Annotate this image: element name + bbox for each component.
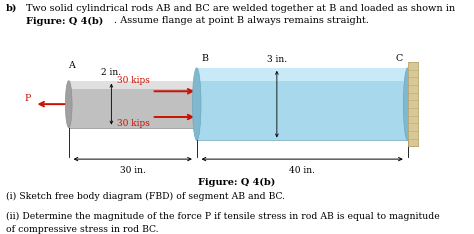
- Text: B: B: [201, 54, 209, 63]
- Ellipse shape: [194, 81, 200, 128]
- Bar: [69, 81, 197, 89]
- Text: 2 in.: 2 in.: [101, 68, 121, 77]
- Text: . Assume flange at point B always remains straight.: . Assume flange at point B always remain…: [114, 16, 369, 25]
- Text: of compressive stress in rod BC.: of compressive stress in rod BC.: [6, 225, 158, 234]
- Text: 3 in.: 3 in.: [267, 55, 287, 64]
- Text: C: C: [396, 54, 403, 63]
- Text: b): b): [6, 4, 17, 12]
- Text: 40 in.: 40 in.: [289, 166, 315, 175]
- Text: P: P: [25, 95, 31, 103]
- Bar: [197, 68, 408, 140]
- Ellipse shape: [403, 68, 412, 140]
- Text: Figure: Q 4(b): Figure: Q 4(b): [199, 178, 275, 187]
- Ellipse shape: [65, 81, 72, 128]
- Text: 30 kips: 30 kips: [118, 77, 150, 85]
- Bar: [408, 62, 418, 146]
- Text: (i) Sketch free body diagram (FBD) of segment AB and BC.: (i) Sketch free body diagram (FBD) of se…: [6, 192, 285, 201]
- Text: A: A: [68, 61, 74, 70]
- Text: Figure: Q 4(b): Figure: Q 4(b): [26, 16, 103, 26]
- Bar: [69, 81, 197, 128]
- Ellipse shape: [192, 68, 201, 140]
- Text: 30 in.: 30 in.: [120, 166, 146, 175]
- Text: (ii) Determine the magnitude of the force P if tensile stress in rod AB is equal: (ii) Determine the magnitude of the forc…: [6, 212, 439, 221]
- Bar: [197, 68, 408, 80]
- Text: Two solid cylindrical rods AB and BC are welded together at B and loaded as show: Two solid cylindrical rods AB and BC are…: [26, 4, 455, 12]
- Text: 30 kips: 30 kips: [118, 119, 150, 128]
